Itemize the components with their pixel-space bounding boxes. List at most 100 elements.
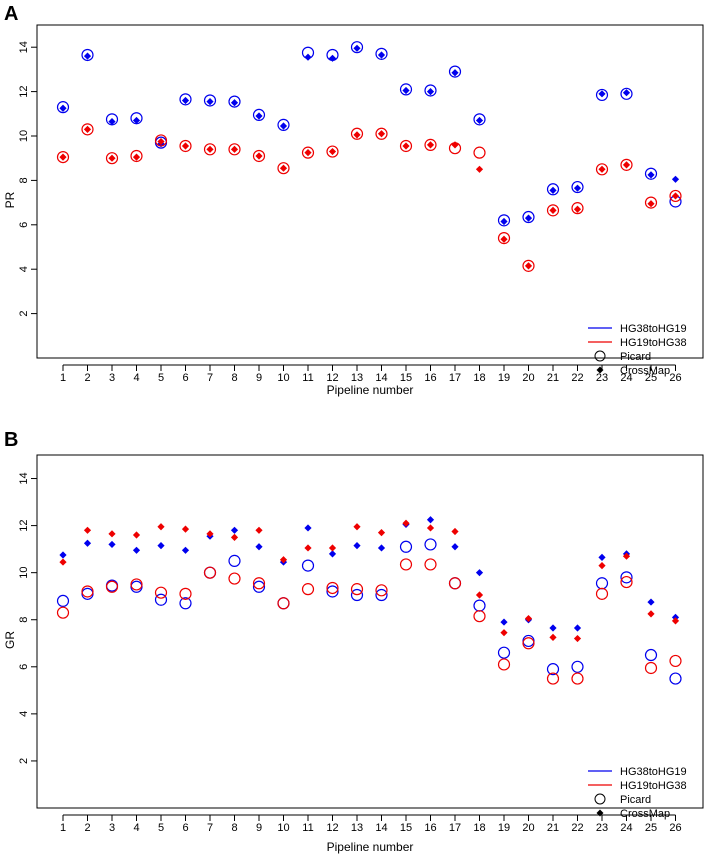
panel-b-x-tick-label: 13 <box>351 822 363 834</box>
point-hg19tohg38-crossmap-22 <box>573 634 582 643</box>
point-hg19tohg38-crossmap-6 <box>181 142 190 150</box>
point-hg38tohg19-picard-13 <box>350 41 364 54</box>
point-hg38tohg19-picard-25 <box>644 648 658 662</box>
legend-circle-icon <box>594 350 606 362</box>
point-hg19tohg38-picard-2 <box>81 123 94 136</box>
point-hg19tohg38-picard-7 <box>203 566 217 579</box>
panel-a-x-tick-label: 17 <box>449 372 461 384</box>
panel-b-x-tick-label: 15 <box>400 822 412 834</box>
point-hg38tohg19-picard-23 <box>595 577 609 590</box>
point-hg38tohg19-crossmap-23 <box>598 90 606 98</box>
point-hg38tohg19-picard-6 <box>179 597 192 610</box>
point-hg19tohg38-picard-23 <box>595 587 609 600</box>
panel-a-x-tick-label: 24 <box>620 372 632 384</box>
panel-a-letter: A <box>4 3 18 25</box>
point-hg19tohg38-picard-14 <box>375 127 388 140</box>
point-hg38tohg19-picard-18 <box>473 113 486 126</box>
panel-b-x-tick-label: 3 <box>109 822 115 834</box>
point-hg38tohg19-picard-14 <box>375 588 388 602</box>
point-hg19tohg38-picard-20 <box>522 637 535 650</box>
point-hg38tohg19-crossmap-12 <box>328 54 337 62</box>
point-hg38tohg19-crossmap-20 <box>524 214 533 222</box>
point-hg19tohg38-crossmap-21 <box>549 633 557 641</box>
panel-b-x-tick-label: 25 <box>645 822 657 834</box>
point-hg38tohg19-crossmap-16 <box>426 88 435 96</box>
point-hg38tohg19-crossmap-17 <box>451 69 459 77</box>
point-hg38tohg19-crossmap-17 <box>451 543 459 551</box>
panel-a-x-tick-label: 3 <box>109 372 115 384</box>
point-hg38tohg19-crossmap-25 <box>647 171 655 179</box>
point-hg38tohg19-crossmap-5 <box>157 542 165 550</box>
point-hg38tohg19-crossmap-13 <box>353 542 361 550</box>
point-hg38tohg19-crossmap-12 <box>328 550 337 558</box>
point-hg19tohg38-picard-3 <box>105 580 119 593</box>
point-hg19tohg38-picard-1 <box>56 150 70 164</box>
panel-b-x-tick-label: 16 <box>424 822 436 834</box>
point-hg19tohg38-crossmap-23 <box>598 562 606 570</box>
point-hg19tohg38-crossmap-22 <box>573 205 582 213</box>
point-hg38tohg19-crossmap-6 <box>181 546 190 554</box>
panel-b-x-tick-label: 8 <box>231 822 237 834</box>
panel-a-points <box>56 41 682 272</box>
point-hg38tohg19-crossmap-15 <box>402 86 410 95</box>
panel-b-x-tick-label: 20 <box>522 822 534 834</box>
point-hg19tohg38-picard-13 <box>350 583 364 596</box>
point-hg19tohg38-picard-25 <box>644 661 658 675</box>
point-hg19tohg38-picard-18 <box>473 610 486 623</box>
panel-a-x-tick-label: 7 <box>207 372 213 384</box>
panel-b-x-tick-label: 14 <box>375 822 387 834</box>
point-hg38tohg19-crossmap-24 <box>622 89 631 97</box>
point-hg38tohg19-picard-19 <box>497 214 511 227</box>
panel-a-x-tick-label: 21 <box>547 372 559 384</box>
point-hg38tohg19-crossmap-8 <box>230 99 239 107</box>
panel-a-x-tick-label: 1 <box>60 372 66 384</box>
point-hg19tohg38-picard-3 <box>105 152 119 165</box>
point-hg38tohg19-crossmap-21 <box>549 186 557 194</box>
point-hg19tohg38-crossmap-11 <box>304 149 312 157</box>
point-hg19tohg38-crossmap-2 <box>83 526 92 534</box>
panel-a-legend: HG38toHG19 HG19toHG38 Picard CrossMap <box>588 323 687 377</box>
point-hg38tohg19-crossmap-10 <box>279 122 288 130</box>
panel-a-x-tick-label: 8 <box>231 372 237 384</box>
panel-b-x-tick-label: 5 <box>158 822 164 834</box>
panel-a-y-axis: 2 4 6 8 10 12 14 <box>18 41 37 317</box>
point-hg19tohg38-picard-17 <box>448 577 462 590</box>
point-hg19tohg38-picard-26 <box>669 654 682 668</box>
point-hg38tohg19-picard-13 <box>350 588 364 602</box>
point-hg19tohg38-crossmap-14 <box>377 529 386 537</box>
point-hg19tohg38-crossmap-18 <box>475 591 484 599</box>
panel-b-x-tick-label: 26 <box>669 822 681 834</box>
panel-b-x-tick-label: 12 <box>326 822 338 834</box>
panel-b-x-tick-label: 1 <box>60 822 66 834</box>
point-hg19tohg38-picard-12 <box>326 581 339 595</box>
point-hg19tohg38-crossmap-12 <box>328 544 337 552</box>
panel-a-x-tick-label: 6 <box>182 372 188 384</box>
point-hg19tohg38-crossmap-23 <box>598 165 606 173</box>
point-hg38tohg19-crossmap-2 <box>83 539 92 547</box>
point-hg38tohg19-picard-8 <box>228 95 241 108</box>
point-hg38tohg19-picard-10 <box>277 118 290 132</box>
panel-b-letter: B <box>4 429 18 451</box>
point-hg19tohg38-crossmap-7 <box>206 530 214 538</box>
panel-a-x-tick-label: 16 <box>424 372 436 384</box>
point-hg19tohg38-crossmap-12 <box>328 147 337 156</box>
panel-a-x-axis: 1 2 3 4 5 6 7 8 9 10 11 12 13 14 15 16 17 18 19 20 21 22 23 24 2… <box>60 364 682 384</box>
point-hg38tohg19-crossmap-14 <box>377 51 386 59</box>
point-hg38tohg19-picard-16 <box>424 84 437 97</box>
point-hg38tohg19-crossmap-9 <box>255 112 263 120</box>
point-hg38tohg19-picard-26 <box>669 672 682 685</box>
point-hg19tohg38-crossmap-8 <box>230 533 239 541</box>
point-hg38tohg19-crossmap-9 <box>255 543 263 551</box>
point-hg38tohg19-picard-9 <box>252 108 266 122</box>
point-hg19tohg38-picard-11 <box>301 583 315 596</box>
point-hg19tohg38-picard-8 <box>228 143 241 156</box>
point-hg19tohg38-crossmap-20 <box>524 614 533 623</box>
point-hg38tohg19-picard-6 <box>179 93 192 106</box>
point-hg19tohg38-picard-25 <box>644 196 658 209</box>
panel-a-x-tick-label: 10 <box>277 372 289 384</box>
point-hg19tohg38-picard-20 <box>522 259 535 272</box>
panel-b-x-tick-label: 22 <box>571 822 583 834</box>
point-hg38tohg19-picard-2 <box>81 48 94 62</box>
